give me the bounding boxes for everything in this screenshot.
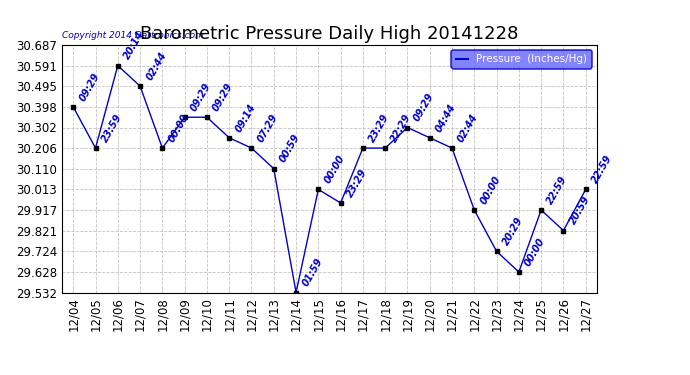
Text: 20:29: 20:29: [501, 216, 525, 247]
Text: 01:59: 01:59: [300, 256, 324, 288]
Text: 23:29: 23:29: [345, 167, 369, 199]
Text: 04:44: 04:44: [434, 102, 458, 134]
Text: 09:29: 09:29: [412, 92, 435, 123]
Text: 23:29: 23:29: [367, 112, 391, 144]
Text: 20:59: 20:59: [568, 195, 592, 226]
Text: 09:29: 09:29: [77, 71, 101, 103]
Text: 07:29: 07:29: [256, 112, 279, 144]
Text: 02:44: 02:44: [456, 112, 480, 144]
Text: 23:59: 23:59: [99, 112, 124, 144]
Text: 09:29: 09:29: [189, 81, 213, 113]
Text: 00:00: 00:00: [478, 174, 502, 206]
Text: 20:14: 20:14: [122, 30, 146, 62]
Legend: Pressure  (Inches/Hg): Pressure (Inches/Hg): [451, 50, 591, 69]
Title: Barometric Pressure Daily High 20141228: Barometric Pressure Daily High 20141228: [140, 26, 519, 44]
Text: 00:00: 00:00: [322, 153, 346, 185]
Text: 09:14: 09:14: [233, 102, 257, 134]
Text: 00:00: 00:00: [166, 112, 190, 144]
Text: Copyright 2014 Dartronics.com: Copyright 2014 Dartronics.com: [62, 31, 204, 40]
Text: 22:29: 22:29: [389, 112, 413, 144]
Text: 22:59: 22:59: [545, 174, 569, 206]
Text: 22:59: 22:59: [590, 153, 614, 185]
Text: 00:00: 00:00: [523, 236, 547, 268]
Text: 09:29: 09:29: [211, 81, 235, 113]
Text: 00:59: 00:59: [278, 133, 302, 165]
Text: 02:44: 02:44: [144, 50, 168, 82]
